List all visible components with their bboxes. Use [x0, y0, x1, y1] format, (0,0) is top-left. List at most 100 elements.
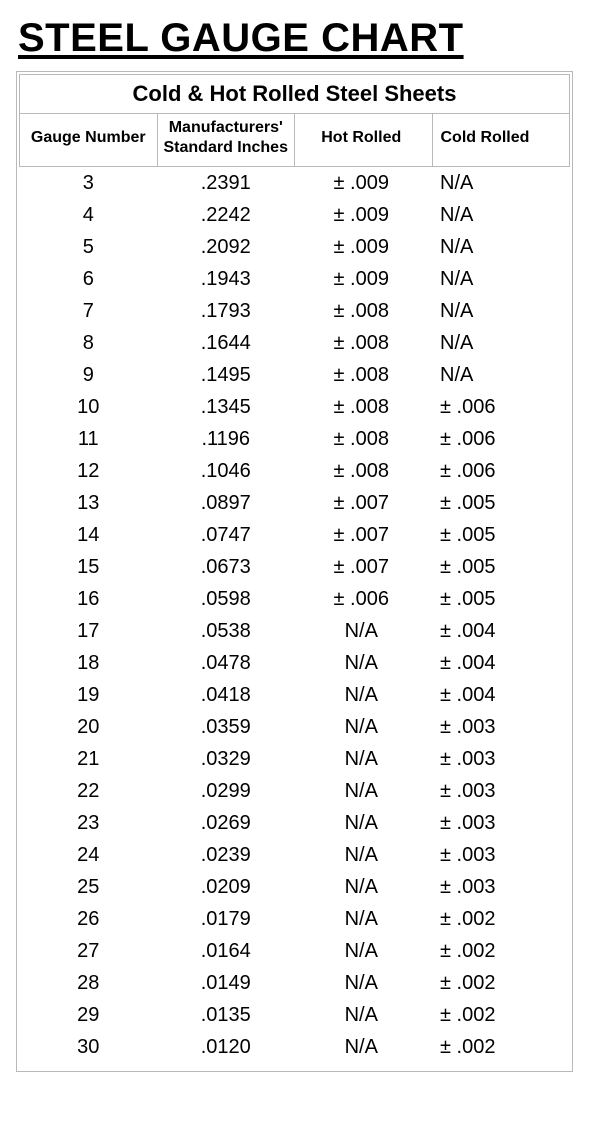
cell-cold-rolled: ± .005: [432, 583, 570, 615]
cell-cold-rolled: ± .003: [432, 839, 570, 871]
cell-standard-inches: .1793: [157, 295, 295, 327]
cell-gauge: 25: [20, 871, 158, 903]
cell-hot-rolled: ± .007: [295, 519, 433, 551]
table-row: 21.0329N/A± .003: [20, 743, 570, 775]
cell-gauge: 11: [20, 423, 158, 455]
table-section-header-row: Cold & Hot Rolled Steel Sheets: [20, 75, 570, 114]
table-row: 13.0897± .007± .005: [20, 487, 570, 519]
cell-standard-inches: .1495: [157, 359, 295, 391]
table-row: 30.0120N/A± .002: [20, 1031, 570, 1069]
cell-standard-inches: .0135: [157, 999, 295, 1031]
cell-hot-rolled: ± .009: [295, 199, 433, 231]
cell-cold-rolled: ± .004: [432, 647, 570, 679]
cell-standard-inches: .1943: [157, 263, 295, 295]
table-row: 15.0673± .007± .005: [20, 551, 570, 583]
table-row: 22.0299N/A± .003: [20, 775, 570, 807]
cell-standard-inches: .0478: [157, 647, 295, 679]
cell-hot-rolled: N/A: [295, 999, 433, 1031]
cell-gauge: 19: [20, 679, 158, 711]
cell-hot-rolled: N/A: [295, 775, 433, 807]
table-row: 12.1046± .008± .006: [20, 455, 570, 487]
cell-hot-rolled: ± .009: [295, 231, 433, 263]
cell-gauge: 26: [20, 903, 158, 935]
cell-standard-inches: .1046: [157, 455, 295, 487]
cell-standard-inches: .0269: [157, 807, 295, 839]
cell-cold-rolled: ± .004: [432, 679, 570, 711]
cell-gauge: 13: [20, 487, 158, 519]
cell-hot-rolled: N/A: [295, 679, 433, 711]
table-row: 4.2242± .009N/A: [20, 199, 570, 231]
table-row: 5.2092± .009N/A: [20, 231, 570, 263]
cell-gauge: 28: [20, 967, 158, 999]
cell-cold-rolled: ± .003: [432, 775, 570, 807]
cell-standard-inches: .0164: [157, 935, 295, 967]
cell-gauge: 6: [20, 263, 158, 295]
cell-cold-rolled: ± .003: [432, 807, 570, 839]
cell-standard-inches: .0538: [157, 615, 295, 647]
cell-cold-rolled: ± .006: [432, 391, 570, 423]
cell-standard-inches: .0418: [157, 679, 295, 711]
cell-cold-rolled: ± .005: [432, 519, 570, 551]
table-row: 24.0239N/A± .003: [20, 839, 570, 871]
table-outer-frame: Cold & Hot Rolled Steel Sheets Gauge Num…: [16, 71, 573, 1072]
cell-cold-rolled: N/A: [432, 231, 570, 263]
cell-cold-rolled: N/A: [432, 167, 570, 200]
cell-gauge: 14: [20, 519, 158, 551]
cell-hot-rolled: N/A: [295, 615, 433, 647]
cell-gauge: 24: [20, 839, 158, 871]
cell-hot-rolled: N/A: [295, 647, 433, 679]
cell-standard-inches: .0329: [157, 743, 295, 775]
cell-standard-inches: .2242: [157, 199, 295, 231]
cell-gauge: 22: [20, 775, 158, 807]
cell-gauge: 9: [20, 359, 158, 391]
cell-hot-rolled: N/A: [295, 903, 433, 935]
table-row: 23.0269N/A± .003: [20, 807, 570, 839]
cell-hot-rolled: ± .006: [295, 583, 433, 615]
cell-standard-inches: .0209: [157, 871, 295, 903]
table-row: 25.0209N/A± .003: [20, 871, 570, 903]
cell-hot-rolled: N/A: [295, 711, 433, 743]
cell-cold-rolled: ± .002: [432, 967, 570, 999]
cell-standard-inches: .0299: [157, 775, 295, 807]
cell-hot-rolled: N/A: [295, 1031, 433, 1069]
cell-cold-rolled: ± .002: [432, 935, 570, 967]
col-header-cold-rolled: Cold Rolled: [432, 114, 570, 167]
cell-hot-rolled: ± .009: [295, 263, 433, 295]
col-header-hot-rolled: Hot Rolled: [295, 114, 433, 167]
cell-standard-inches: .0897: [157, 487, 295, 519]
cell-hot-rolled: N/A: [295, 839, 433, 871]
table-row: 11.1196± .008± .006: [20, 423, 570, 455]
cell-hot-rolled: N/A: [295, 871, 433, 903]
cell-gauge: 8: [20, 327, 158, 359]
table-row: 17.0538N/A± .004: [20, 615, 570, 647]
table-row: 14.0747± .007± .005: [20, 519, 570, 551]
table-row: 28.0149N/A± .002: [20, 967, 570, 999]
table-row: 27.0164N/A± .002: [20, 935, 570, 967]
cell-standard-inches: .0120: [157, 1031, 295, 1069]
cell-cold-rolled: N/A: [432, 199, 570, 231]
cell-standard-inches: .0598: [157, 583, 295, 615]
cell-gauge: 4: [20, 199, 158, 231]
cell-cold-rolled: ± .005: [432, 551, 570, 583]
table-row: 26.0179N/A± .002: [20, 903, 570, 935]
cell-standard-inches: .1644: [157, 327, 295, 359]
page-title: STEEL GAUGE CHART: [18, 16, 573, 61]
cell-standard-inches: .1345: [157, 391, 295, 423]
steel-gauge-table: Cold & Hot Rolled Steel Sheets Gauge Num…: [19, 74, 570, 1069]
table-row: 16.0598± .006± .005: [20, 583, 570, 615]
cell-hot-rolled: ± .007: [295, 487, 433, 519]
cell-cold-rolled: ± .005: [432, 487, 570, 519]
cell-cold-rolled: ± .003: [432, 711, 570, 743]
cell-cold-rolled: ± .002: [432, 903, 570, 935]
cell-gauge: 30: [20, 1031, 158, 1069]
table-column-header-row: Gauge Number Manufacturers' Standard Inc…: [20, 114, 570, 167]
cell-cold-rolled: ± .006: [432, 423, 570, 455]
cell-hot-rolled: ± .008: [295, 423, 433, 455]
table-row: 8.1644± .008N/A: [20, 327, 570, 359]
cell-standard-inches: .2391: [157, 167, 295, 200]
table-row: 18.0478N/A± .004: [20, 647, 570, 679]
cell-hot-rolled: ± .007: [295, 551, 433, 583]
cell-gauge: 17: [20, 615, 158, 647]
cell-standard-inches: .1196: [157, 423, 295, 455]
cell-cold-rolled: ± .003: [432, 871, 570, 903]
